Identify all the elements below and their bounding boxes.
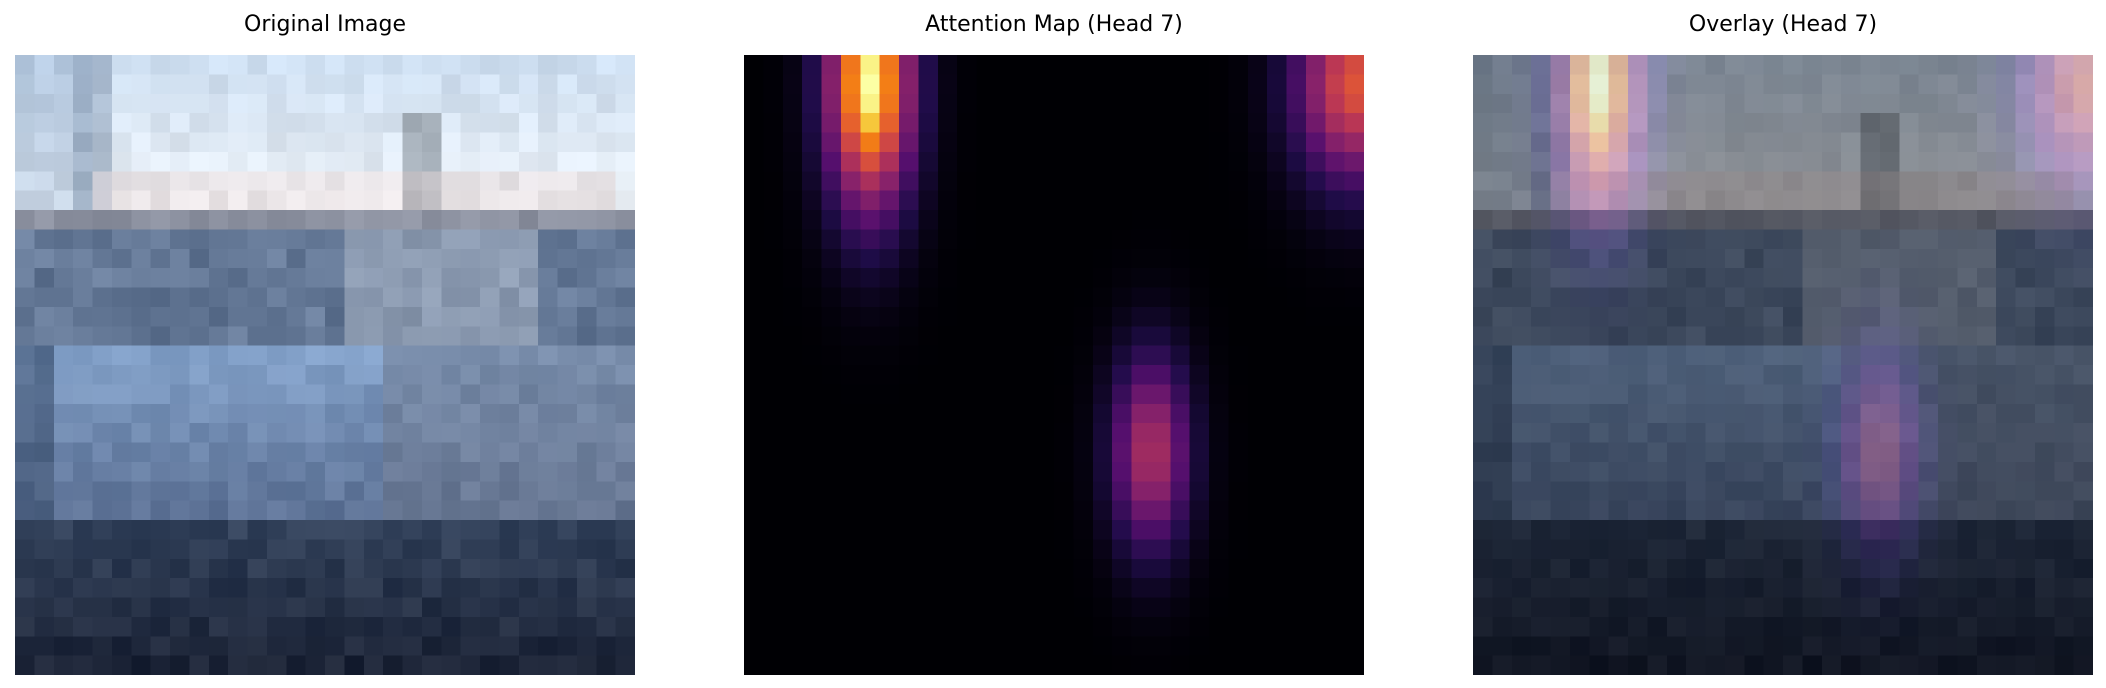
panel-title-attention: Attention Map (Head 7) [925,12,1183,37]
panel-original-image: Original Image [15,0,635,688]
original-image [15,55,635,675]
overlay-image [1473,55,2093,675]
panel-title-overlay: Overlay (Head 7) [1688,12,1878,37]
panel-title-original: Original Image [244,12,406,37]
attention-map-image [744,55,1364,675]
panel-attention-map: Attention Map (Head 7) [744,0,1364,688]
panel-overlay: Overlay (Head 7) [1473,0,2093,688]
